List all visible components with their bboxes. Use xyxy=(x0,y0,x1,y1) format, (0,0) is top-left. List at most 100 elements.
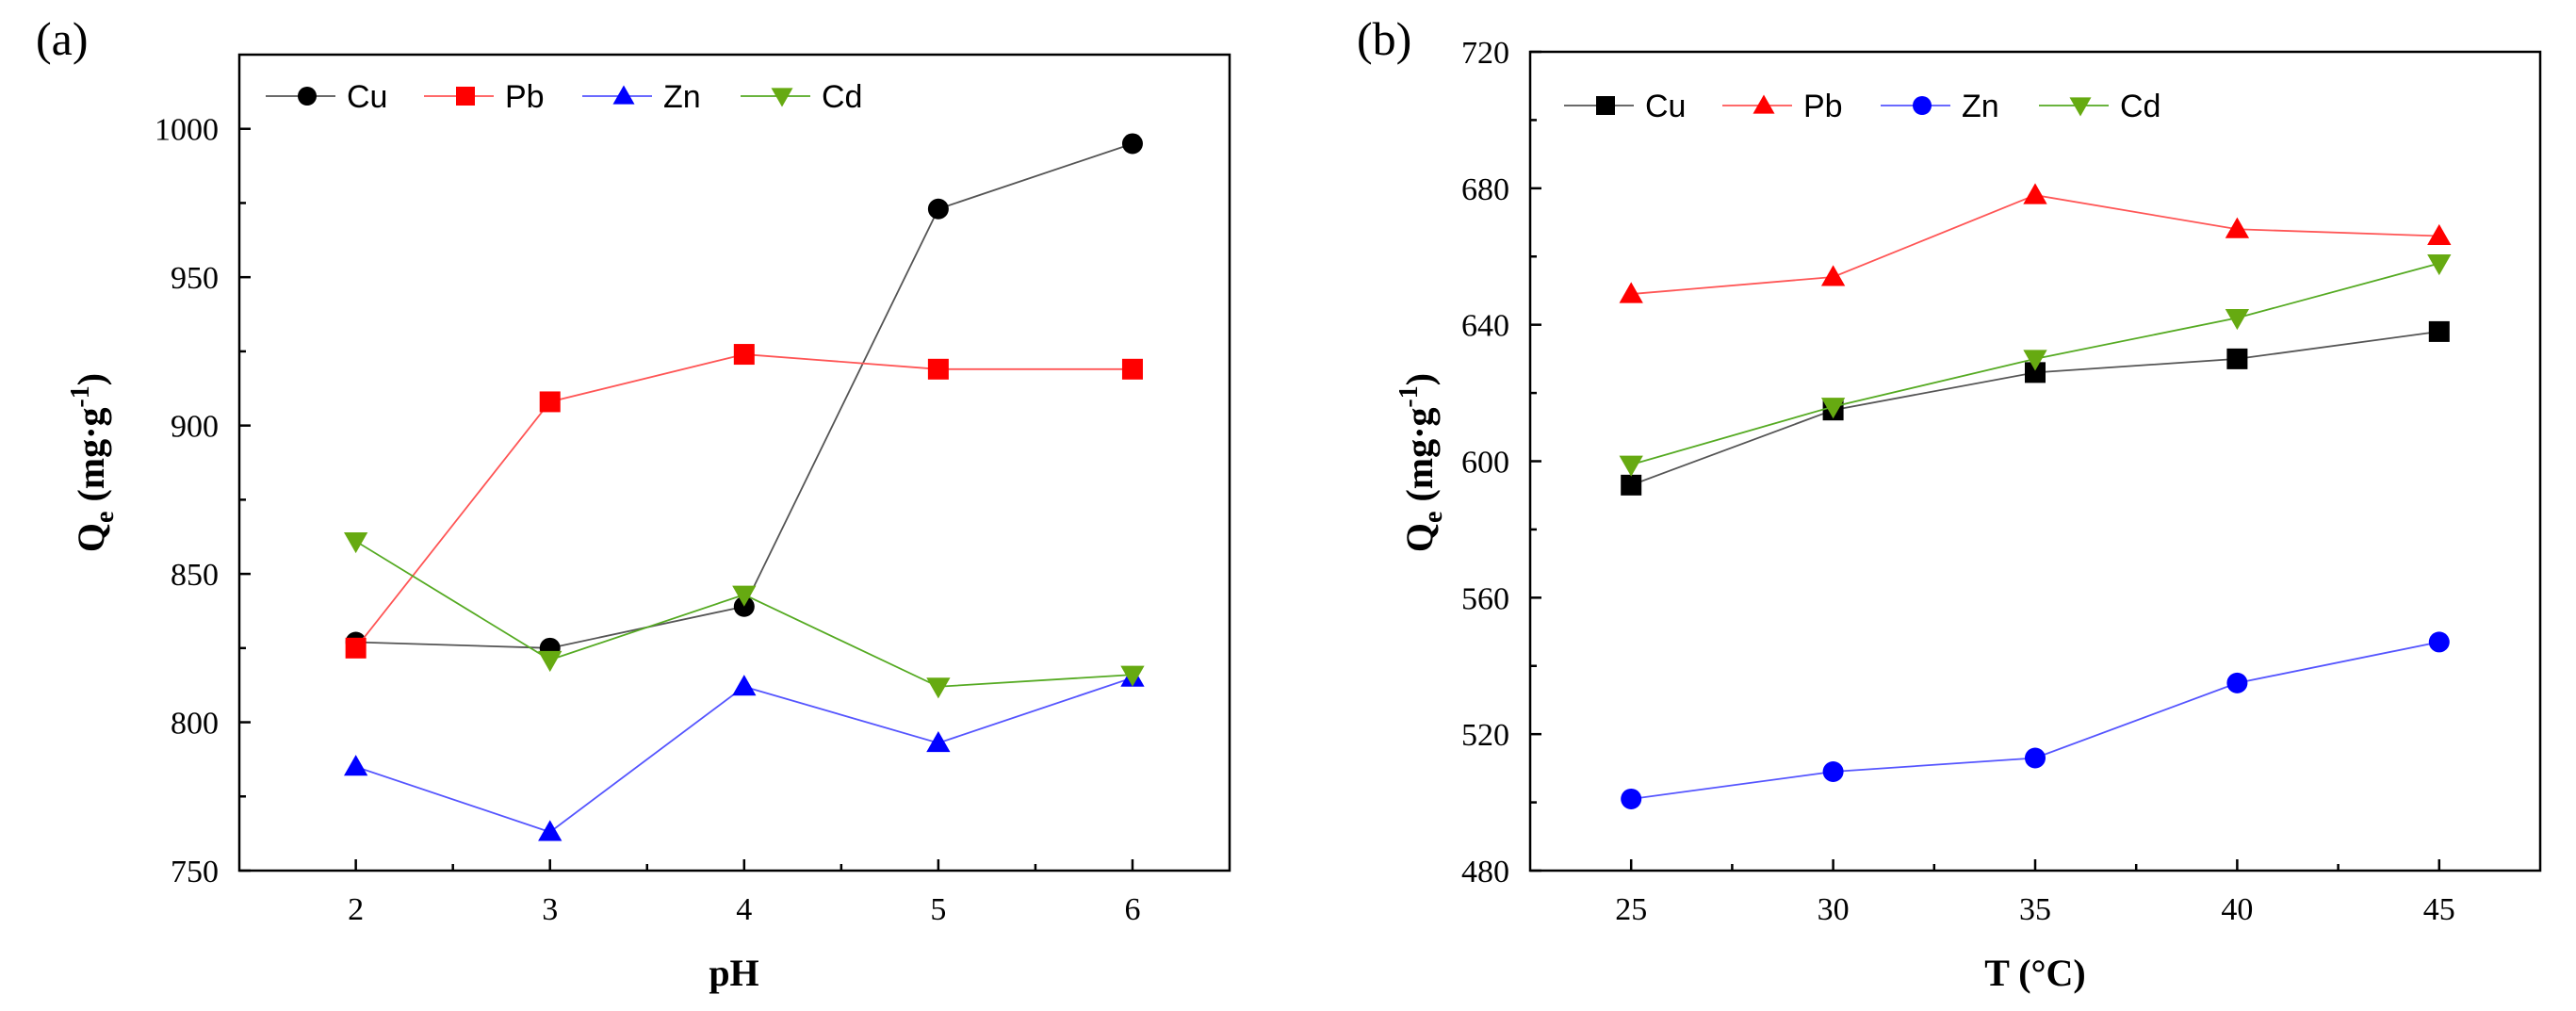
legend-item-pb: Pb xyxy=(1722,89,1843,124)
series-line-zn xyxy=(1631,641,2439,800)
data-point-zn xyxy=(2428,631,2450,653)
legend-marker xyxy=(1753,94,1775,114)
data-point-pb xyxy=(1619,282,1643,303)
data-point-zn xyxy=(2226,672,2248,693)
x-tick-label: 30 xyxy=(1818,892,1850,927)
data-point-cd xyxy=(2023,350,2047,371)
panel-b-x-axis-title: T (°C) xyxy=(1984,952,2085,994)
panel-b-y-axis-title: Qe (mg·g-1) xyxy=(1394,373,1448,552)
panel-b-series-group xyxy=(1619,183,2452,809)
series-pb xyxy=(345,344,1143,659)
panel-a-plot-frame xyxy=(237,53,1231,872)
panel-a-series-group xyxy=(343,133,1145,841)
x-tick-label: 40 xyxy=(2221,892,2253,927)
data-point-zn xyxy=(538,820,562,841)
series-line-cu xyxy=(355,142,1133,649)
panel-b-ylabel-sup: -1 xyxy=(1394,385,1424,407)
data-point-pb xyxy=(2427,223,2452,246)
data-point-cu xyxy=(2428,320,2450,342)
data-point-pb xyxy=(1820,265,1846,286)
panel-b-legend: Cu Pb Zn Cd xyxy=(1564,89,2160,124)
panel-a-y-axis: 750 800 850 900 950 1000 xyxy=(155,113,251,889)
legend-item-cd: Cd xyxy=(2039,89,2160,124)
data-point-cd xyxy=(1820,398,1846,419)
y-tick-label: 520 xyxy=(1461,718,1509,753)
data-point-cd xyxy=(926,677,951,699)
y-tick-label: 680 xyxy=(1461,172,1509,207)
data-point-zn xyxy=(1621,788,1642,809)
y-tick-label: 800 xyxy=(171,707,219,742)
x-tick-label: 25 xyxy=(1615,892,1647,927)
data-point-cu xyxy=(1121,133,1143,155)
legend-item-cd: Cd xyxy=(741,79,862,115)
legend-label: Cd xyxy=(822,79,862,115)
y-tick-label: 900 xyxy=(171,410,219,445)
data-point-zn xyxy=(2025,747,2046,769)
legend-item-zn: Zn xyxy=(1881,89,1999,124)
panel-b-ylabel-unit-open: (mg·g xyxy=(1398,408,1441,512)
series-zn xyxy=(1621,631,2450,809)
legend-label: Zn xyxy=(1962,89,1999,124)
legend-item-zn: Zn xyxy=(582,79,701,115)
series-pb xyxy=(1619,183,2452,303)
panel-a-ylabel-sup: -1 xyxy=(66,385,95,407)
panel-b-label: (b) xyxy=(1357,12,1411,65)
data-point-cd xyxy=(538,650,562,673)
series-line-pb xyxy=(1631,194,2439,295)
panel-a-y-axis-title: Qe (mg·g-1) xyxy=(66,373,120,552)
data-point-pb xyxy=(927,358,949,380)
x-tick-label: 5 xyxy=(930,892,946,927)
x-tick-label: 6 xyxy=(1124,892,1140,927)
panel-a-ylabel-main: Q xyxy=(70,523,112,552)
legend-marker xyxy=(1596,96,1615,115)
panel-a-x-axis-title: pH xyxy=(709,952,758,994)
legend-label: Cu xyxy=(347,79,387,115)
panel-b-x-axis: 25 30 35 40 45 xyxy=(1615,859,2455,927)
legend-label: Cd xyxy=(2120,89,2160,124)
y-tick-label: 950 xyxy=(171,261,219,296)
legend-marker xyxy=(298,87,317,106)
x-tick-label: 45 xyxy=(2423,892,2455,927)
data-point-zn xyxy=(732,675,757,696)
y-tick-label: 1000 xyxy=(155,113,219,148)
legend-label: Pb xyxy=(1803,89,1843,124)
data-point-cd xyxy=(343,531,368,554)
series-cu xyxy=(1621,320,2450,496)
legend-label: Zn xyxy=(663,79,701,115)
legend-item-cu: Cu xyxy=(266,79,387,115)
legend-item-pb: Pb xyxy=(424,79,545,115)
data-point-cd xyxy=(1619,455,1643,477)
x-tick-label: 2 xyxy=(348,892,364,927)
data-point-cu xyxy=(927,198,949,220)
panel-a-ylabel-sub: e xyxy=(90,512,120,523)
panel-a-label: (a) xyxy=(36,12,89,65)
panel-b-y-axis: 480 520 560 600 640 680 720 xyxy=(1461,36,1541,889)
legend-marker xyxy=(2069,97,2092,117)
data-point-zn xyxy=(343,755,368,776)
legend-item-cu: Cu xyxy=(1564,89,1686,124)
y-tick-label: 720 xyxy=(1461,36,1509,71)
series-line-zn xyxy=(355,677,1133,834)
legend-marker xyxy=(771,88,793,107)
data-point-pb xyxy=(2023,183,2047,204)
panel-a-ylabel-unit-close: ) xyxy=(70,373,112,385)
data-point-pb xyxy=(2225,217,2250,238)
legend-marker xyxy=(1913,96,1932,115)
panel-b-ylabel-unit-close: ) xyxy=(1398,373,1441,385)
legend-label: Pb xyxy=(505,79,545,115)
data-point-pb xyxy=(733,344,755,366)
y-tick-label: 750 xyxy=(171,855,219,889)
panel-b-ylabel-main: Q xyxy=(1398,523,1441,552)
x-tick-label: 3 xyxy=(542,892,558,927)
data-point-pb xyxy=(539,391,561,413)
y-tick-label: 600 xyxy=(1461,446,1509,481)
y-tick-label: 480 xyxy=(1461,855,1509,889)
data-point-pb xyxy=(345,637,367,659)
data-point-cd xyxy=(732,585,757,607)
y-tick-label: 640 xyxy=(1461,309,1509,344)
series-cu xyxy=(345,133,1143,659)
data-point-cd xyxy=(2427,254,2452,276)
series-cd xyxy=(1619,254,2452,477)
data-point-pb xyxy=(1121,358,1143,380)
legend-marker xyxy=(612,85,635,105)
